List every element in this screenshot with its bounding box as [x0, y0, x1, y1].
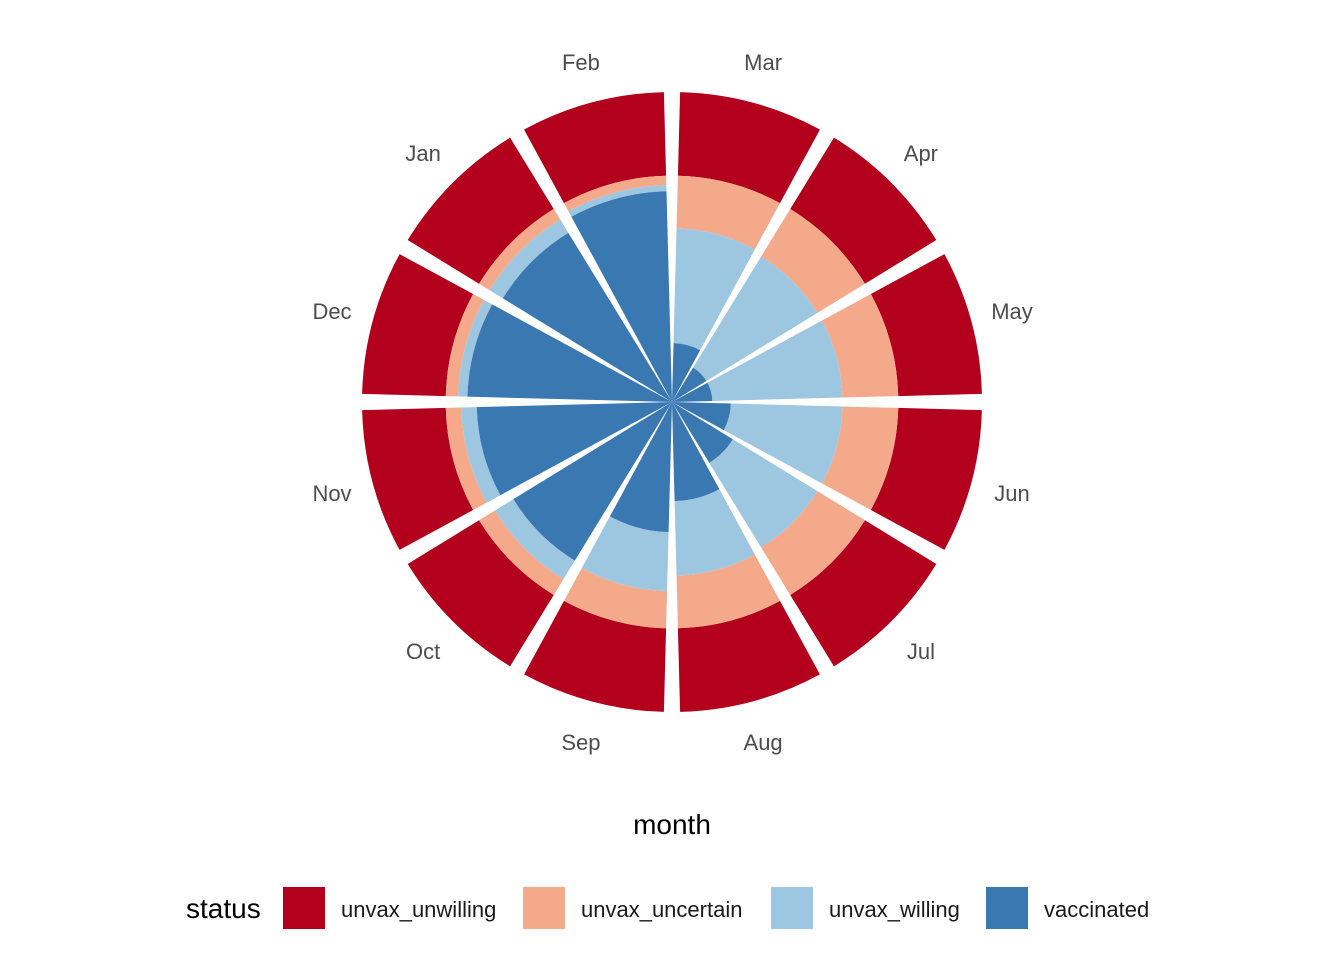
bar-jan-unvax-willing: [489, 219, 569, 299]
bar-apr-unvax-uncertain: [761, 209, 865, 313]
bar-sep-unvax-uncertain: [564, 568, 668, 629]
month-label-aug: Aug: [744, 730, 783, 755]
month-label-may: May: [991, 299, 1033, 324]
bar-jun-vaccinated: [672, 402, 731, 431]
bar-may-unvax-uncertain: [821, 294, 899, 398]
plot-area: [362, 92, 982, 712]
month-label-sep: Sep: [561, 730, 600, 755]
legend-title: status: [186, 893, 261, 924]
x-axis-title: month: [633, 809, 711, 840]
bar-jun-unvax-unwilling: [870, 407, 982, 550]
legend-label-vaccinated: vaccinated: [1044, 897, 1149, 922]
bar-aug-unvax-unwilling: [677, 600, 820, 712]
bar-jul-vaccinated: [672, 402, 733, 463]
month-label-oct: Oct: [406, 639, 440, 664]
bar-jan-vaccinated: [502, 232, 672, 402]
bar-feb-vaccinated: [571, 191, 672, 402]
bar-mar-unvax-uncertain: [676, 175, 780, 250]
bar-feb-unvax-willing: [568, 185, 667, 217]
bar-feb-unvax-unwilling: [524, 92, 667, 204]
bar-mar-unvax-unwilling: [677, 92, 820, 204]
month-label-jul: Jul: [907, 639, 935, 664]
legend-key-vaccinated: [986, 887, 1028, 929]
bar-may-vaccinated: [672, 382, 713, 402]
bar-jul-unvax-willing: [709, 439, 818, 548]
bar-oct-unvax-willing: [494, 499, 575, 580]
bar-nov-unvax-unwilling: [362, 407, 474, 550]
bar-nov-vaccinated: [476, 402, 672, 496]
legend-key-unvax-unwilling: [283, 887, 325, 929]
bar-aug-unvax-willing: [674, 489, 755, 576]
bar-jan-unvax-unwilling: [407, 137, 554, 284]
bar-sep-unvax-unwilling: [524, 600, 667, 712]
bar-nov-unvax-willing: [461, 407, 501, 503]
month-label-feb: Feb: [562, 50, 600, 75]
month-labels: Jan Feb Mar Apr May Jun Jul Aug Sep Oct Nov Dec: [312, 50, 1032, 755]
bar-jan-unvax-uncertain: [479, 209, 561, 291]
bar-nov-unvax-uncertain: [445, 407, 487, 510]
month-label-jun: Jun: [994, 481, 1029, 506]
legend-key-unvax-willing: [771, 887, 813, 929]
bar-sep-vaccinated: [609, 402, 672, 533]
bar-oct-unvax-unwilling: [407, 520, 554, 667]
legend-label-unvax-unwilling: unvax_unwilling: [341, 897, 496, 922]
month-label-dec: Dec: [312, 299, 351, 324]
bar-dec-unvax-unwilling: [362, 254, 474, 397]
legend-label-unvax-uncertain: unvax_uncertain: [581, 897, 742, 922]
bar-jul-unvax-uncertain: [761, 491, 865, 595]
month-label-jan: Jan: [405, 141, 440, 166]
bar-mar-vaccinated: [672, 343, 701, 402]
month-label-mar: Mar: [744, 50, 782, 75]
bar-feb-unvax-uncertain: [564, 175, 667, 212]
bar-dec-vaccinated: [467, 304, 672, 402]
legend: status unvax_unwilling unvax_uncertain unv…: [186, 887, 1149, 929]
bar-jul-unvax-unwilling: [790, 520, 937, 667]
bar-may-unvax-willing: [707, 320, 843, 401]
bar-dec-unvax-uncertain: [445, 294, 485, 397]
bar-jun-unvax-uncertain: [821, 406, 899, 510]
bar-apr-vaccinated: [672, 367, 707, 402]
bar-oct-unvax-uncertain: [479, 510, 564, 595]
bar-jun-unvax-willing: [723, 403, 843, 484]
bar-apr-unvax-willing: [693, 256, 818, 381]
legend-key-unvax-uncertain: [523, 887, 565, 929]
legend-items: unvax_unwilling unvax_uncertain unvax_will…: [283, 887, 1149, 929]
bar-apr-unvax-unwilling: [790, 137, 937, 284]
bar-aug-vaccinated: [672, 402, 720, 502]
bar-oct-vaccinated: [513, 402, 672, 561]
bar-sep-unvax-willing: [581, 516, 669, 592]
month-label-apr: Apr: [904, 141, 938, 166]
legend-label-unvax-willing: unvax_willing: [829, 897, 960, 922]
bar-aug-unvax-uncertain: [676, 554, 780, 629]
bar-may-unvax-unwilling: [870, 254, 982, 397]
bar-mar-unvax-willing: [673, 228, 755, 351]
month-label-nov: Nov: [312, 481, 351, 506]
bar-dec-unvax-willing: [458, 299, 493, 397]
